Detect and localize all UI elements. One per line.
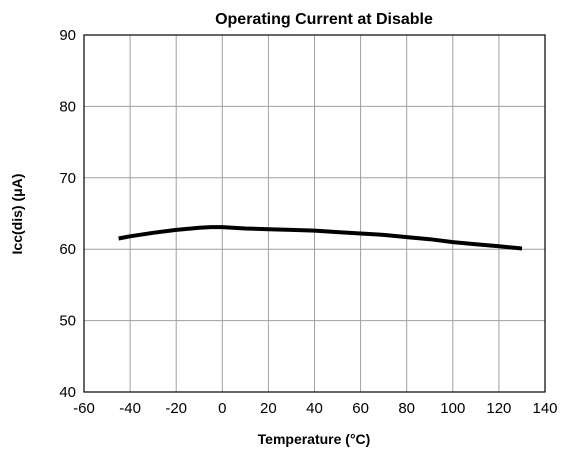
x-tick-label: 60 xyxy=(352,400,369,417)
x-tick-label: 40 xyxy=(306,400,323,417)
series-layer xyxy=(118,225,523,251)
series-line-0 xyxy=(118,225,523,251)
plot-frame xyxy=(83,34,546,393)
x-tick-label: 20 xyxy=(260,400,277,417)
x-tick-label: -60 xyxy=(73,400,95,417)
x-tick-label: -40 xyxy=(119,400,141,417)
chart-title: Operating Current at Disable xyxy=(215,11,433,28)
x-axis-label: Temperature (°C) xyxy=(258,431,371,447)
x-tick-label: 80 xyxy=(398,400,415,417)
x-tick-label: 140 xyxy=(532,400,557,417)
x-tick-label: 0 xyxy=(218,400,226,417)
x-tick-label: 100 xyxy=(440,400,465,417)
y-axis-label: Icc(dis) (μA) xyxy=(9,174,25,255)
tick-labels: -60 -40 -20 0 20 40 60 80 100 120 140 40 50 60 70 80 90 xyxy=(59,27,557,417)
y-tick-label: 70 xyxy=(59,170,76,187)
x-tick-label: -20 xyxy=(165,400,187,417)
y-tick-label: 80 xyxy=(59,98,76,115)
grid xyxy=(83,34,546,393)
y-tick-label: 90 xyxy=(59,27,76,44)
x-tick-label: 120 xyxy=(486,400,511,417)
y-tick-label: 40 xyxy=(59,384,76,401)
y-tick-label: 60 xyxy=(59,241,76,258)
y-tick-label: 50 xyxy=(59,313,76,330)
